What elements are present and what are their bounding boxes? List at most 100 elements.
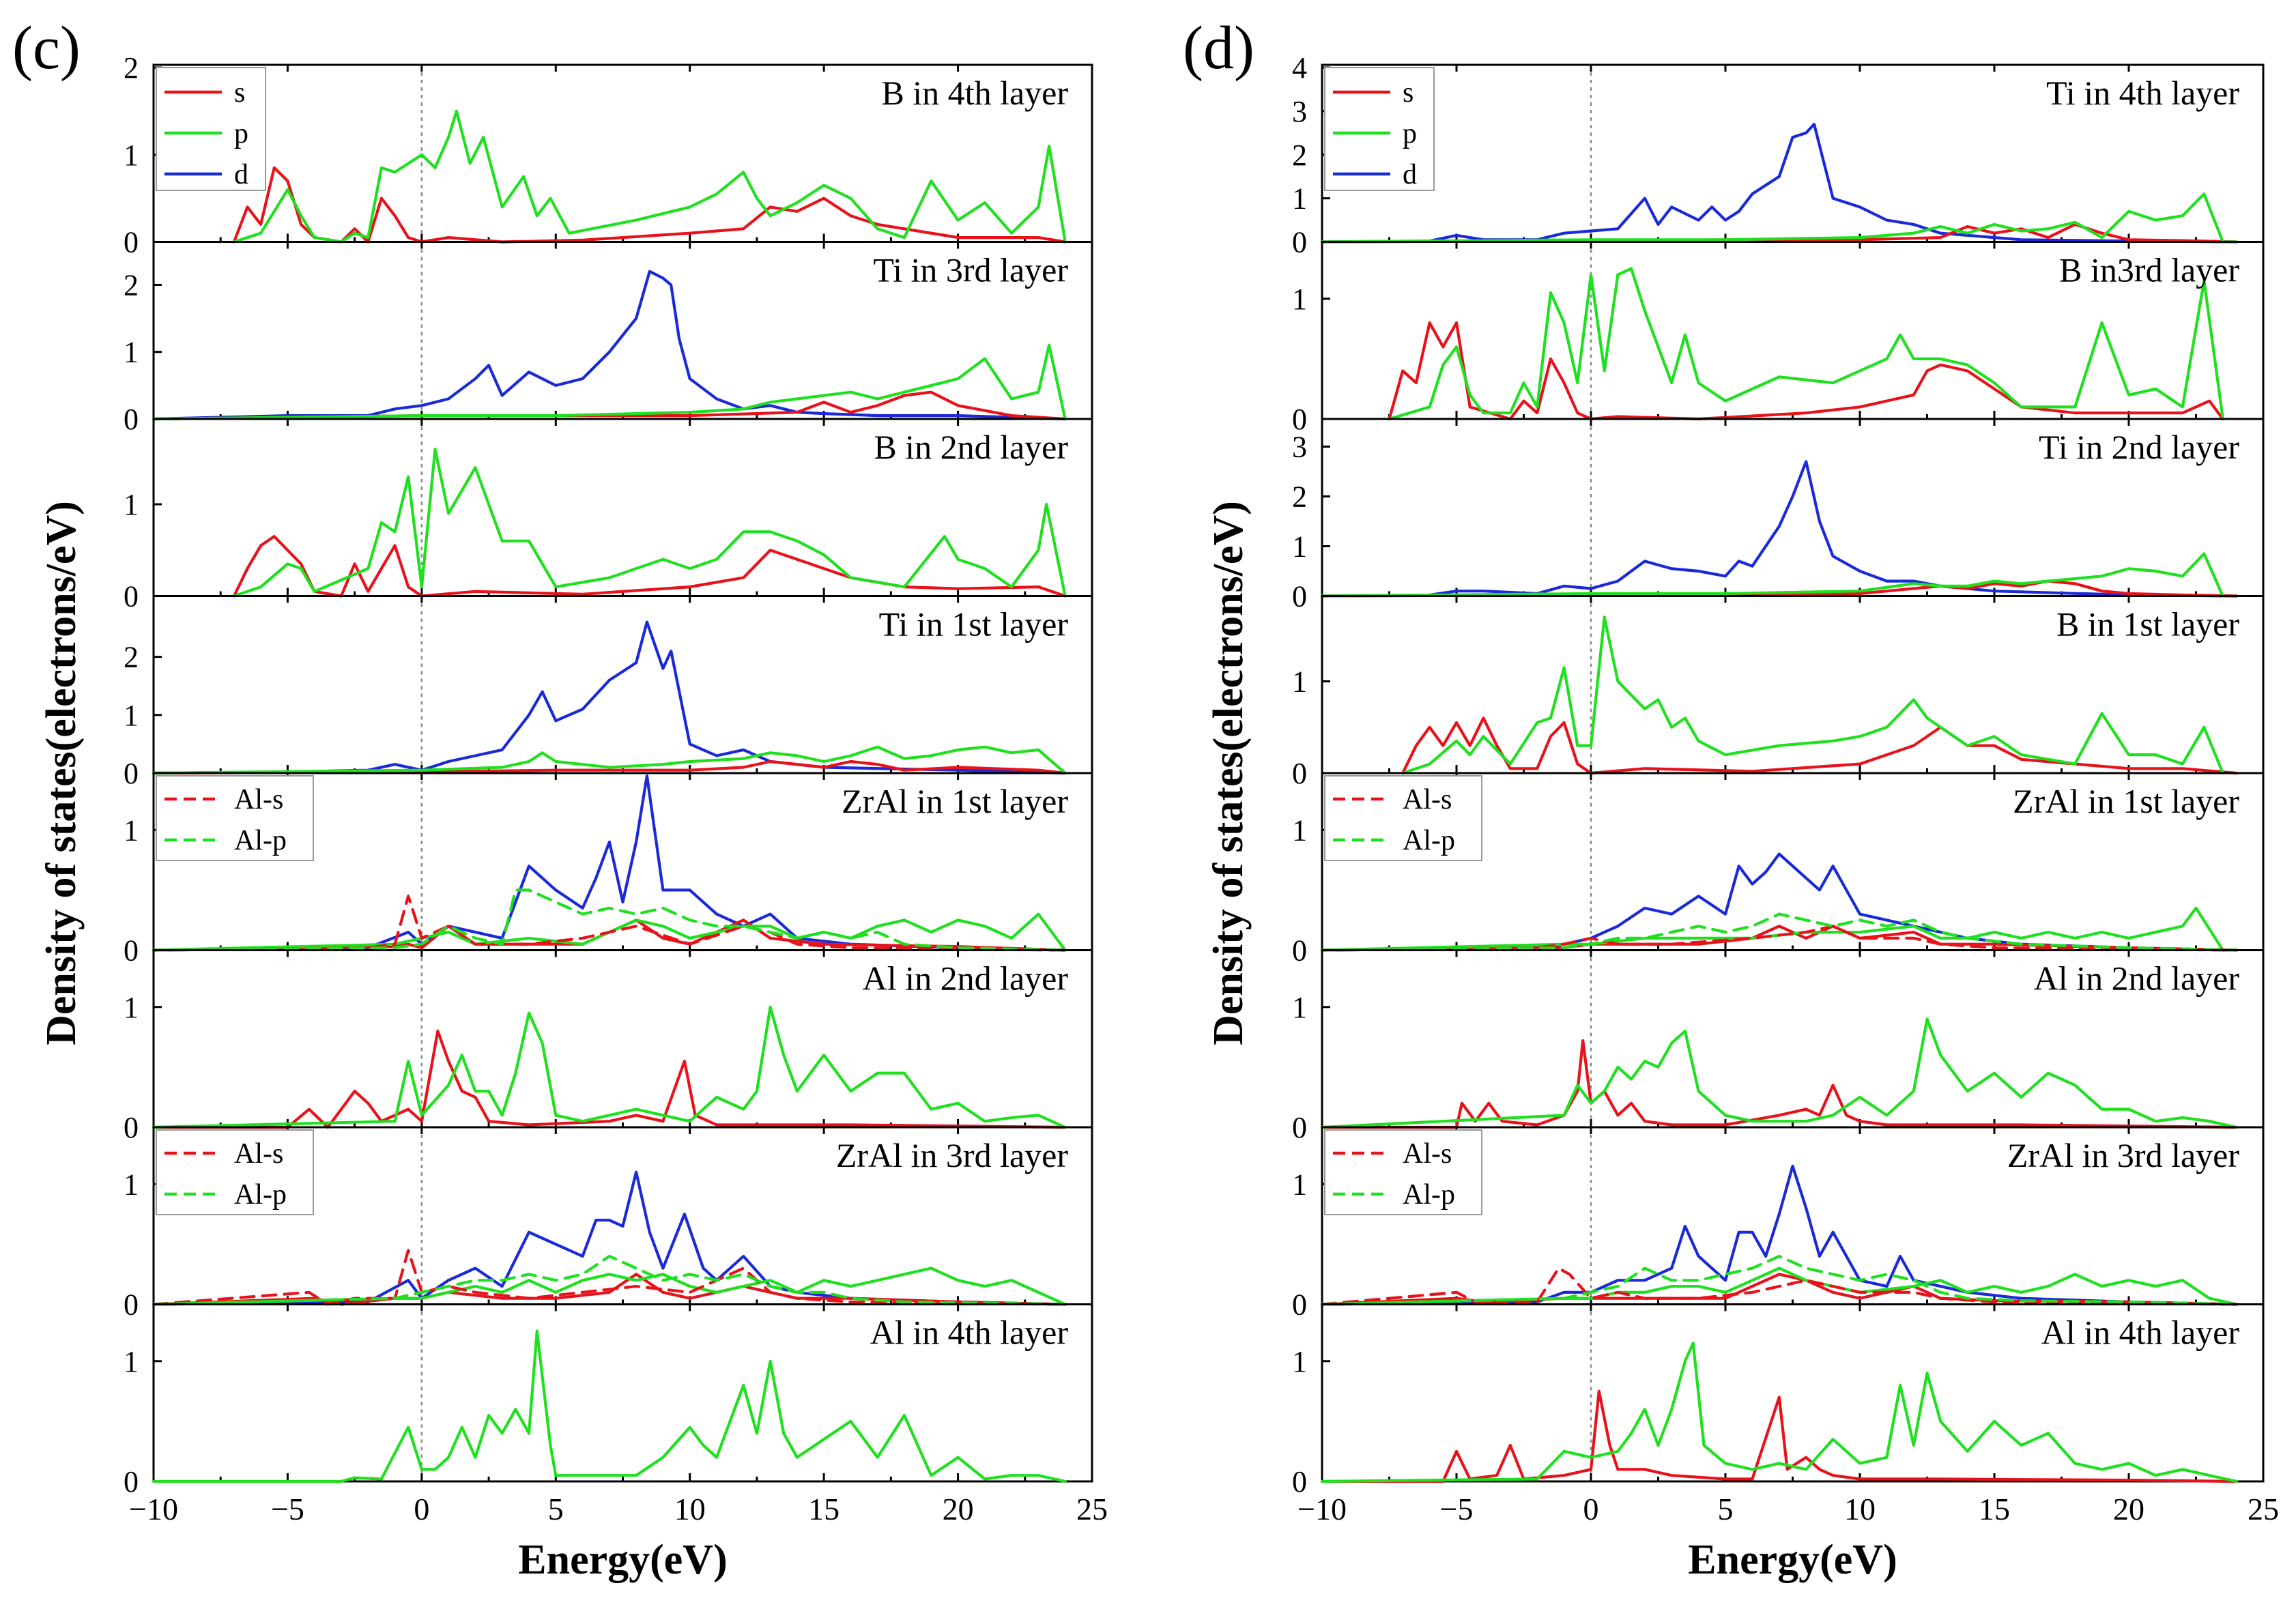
subplot-title: Al in 2nd layer bbox=[863, 959, 1069, 998]
x-tick-label: 0 bbox=[414, 1492, 429, 1526]
y-tick-label: 0 bbox=[1292, 1288, 1307, 1322]
x-tick-label: 5 bbox=[1718, 1492, 1734, 1526]
legend-box bbox=[1324, 1129, 1482, 1215]
x-axis-label: Energy(eV) bbox=[518, 1537, 727, 1583]
dos-curve-al-s bbox=[1320, 925, 2238, 952]
y-tick-label: 1 bbox=[124, 336, 139, 369]
x-tick-label: −10 bbox=[129, 1492, 178, 1526]
y-tick-label: 0 bbox=[1292, 1465, 1307, 1498]
dos-curve-s bbox=[1320, 925, 2238, 952]
x-axis-label: Energy(eV) bbox=[1688, 1537, 1897, 1583]
dos-curve-p bbox=[152, 343, 1067, 421]
y-tick-label: 1 bbox=[1292, 282, 1307, 316]
y-tick-label: 1 bbox=[124, 1345, 139, 1378]
y-tick-label: 1 bbox=[1292, 665, 1307, 699]
y-tick-label: 0 bbox=[1292, 226, 1307, 259]
y-tick-label: 2 bbox=[124, 51, 139, 85]
subplot: 0 1 ZrAl in 3rd layer Al-s Al-p bbox=[1292, 1126, 2265, 1322]
dos-curve-d bbox=[1320, 122, 2238, 244]
dos-curve-al-p bbox=[152, 1254, 1067, 1306]
y-tick-label: 2 bbox=[124, 268, 139, 302]
dos-curve-s bbox=[152, 759, 1067, 775]
y-tick-label: 2 bbox=[1292, 480, 1307, 514]
y-tick-label: 0 bbox=[124, 1111, 139, 1144]
dos-curve-d bbox=[1320, 460, 2238, 598]
y-tick-label: 1 bbox=[124, 488, 139, 521]
subplot: 0 1 2 Ti in 3rd layer bbox=[124, 241, 1093, 436]
dos-curve-p bbox=[1320, 1266, 2238, 1306]
y-tick-label: 1 bbox=[124, 991, 139, 1024]
dos-curve-p bbox=[152, 1005, 1067, 1129]
dos-curve-p bbox=[1388, 267, 2224, 421]
subplot-title: ZrAl in 1st layer bbox=[842, 782, 1068, 820]
subplot-title: Al in 4th layer bbox=[2041, 1314, 2240, 1352]
subplot-title: Ti in 2nd layer bbox=[2039, 428, 2239, 466]
x-tick-label: 0 bbox=[1583, 1492, 1599, 1526]
dos-curve-s bbox=[232, 166, 1067, 244]
x-tick-label: 25 bbox=[2248, 1492, 2279, 1526]
dos-curve-s bbox=[232, 535, 1067, 598]
legend-label: Al-s bbox=[1403, 1138, 1452, 1170]
subplot: 0 1 2 3 Ti in 2nd layer bbox=[1292, 418, 2265, 613]
subplot: 0 1 ZrAl in 1st layer Al-s Al-p bbox=[124, 772, 1093, 968]
y-tick-label: 0 bbox=[1292, 934, 1307, 968]
subplot-title: ZrAl in 1st layer bbox=[2013, 782, 2239, 820]
y-tick-label: 1 bbox=[124, 1168, 139, 1201]
dos-curve-p bbox=[1320, 1017, 2238, 1129]
subplot-title: Ti in 4th layer bbox=[2046, 74, 2239, 112]
legend-label: Al-s bbox=[234, 1138, 283, 1170]
y-tick-label: 1 bbox=[124, 813, 139, 847]
panel-c: (c) Density of states(electrons/eV) 0 1 2 B i… bbox=[12, 14, 1108, 1583]
y-tick-label: 0 bbox=[1292, 757, 1307, 790]
y-tick-label: 1 bbox=[1292, 813, 1307, 847]
dos-curve-s bbox=[1388, 321, 2224, 421]
subplot: 0 1 Al in 2nd layer bbox=[124, 949, 1093, 1144]
legend-label: d bbox=[1403, 159, 1417, 190]
x-tick-label: −5 bbox=[1440, 1492, 1474, 1526]
dos-curve-al-p bbox=[1320, 1254, 2238, 1306]
y-tick-label: 1 bbox=[124, 699, 139, 732]
x-tick-label: 25 bbox=[1076, 1492, 1108, 1526]
y-tick-label: 0 bbox=[124, 226, 139, 259]
y-tick-label: 1 bbox=[1292, 530, 1307, 564]
legend-dashed: Al-s Al-p bbox=[156, 775, 314, 861]
dos-curve-p bbox=[1320, 192, 2238, 244]
y-tick-label: 0 bbox=[124, 1288, 139, 1322]
x-tick-label: 10 bbox=[1844, 1492, 1876, 1526]
legend-label: Al-p bbox=[234, 1179, 287, 1211]
panel-label: (c) bbox=[12, 14, 81, 82]
subplot-title: B in3rd layer bbox=[2059, 251, 2239, 289]
dos-curve-p bbox=[152, 1329, 1067, 1483]
legend-dashed: Al-s Al-p bbox=[1324, 775, 1482, 861]
dos-curve-p bbox=[152, 1266, 1067, 1306]
dos-curve-al-s bbox=[152, 895, 1067, 952]
dos-curve-al-s bbox=[1320, 1266, 2238, 1306]
y-tick-label: 2 bbox=[1292, 139, 1307, 172]
legend-label: Al-s bbox=[1403, 784, 1452, 815]
dos-curve-p bbox=[1320, 1342, 2238, 1483]
subplot: 0 1 Al in 2nd layer bbox=[1292, 949, 2265, 1144]
legend: spd bbox=[156, 67, 266, 191]
dos-curve-al-s bbox=[152, 1249, 1067, 1306]
x-tick-label: 15 bbox=[808, 1492, 840, 1526]
subplot: 0 1 B in3rd layer bbox=[1292, 241, 2265, 436]
x-tick-label: 10 bbox=[674, 1492, 706, 1526]
legend: spd bbox=[1324, 67, 1435, 191]
y-tick-label: 1 bbox=[1292, 1168, 1307, 1201]
y-tick-label: 3 bbox=[1292, 95, 1307, 128]
y-tick-label: 0 bbox=[124, 934, 139, 968]
subplot-title: Ti in 3rd layer bbox=[873, 251, 1068, 289]
subplot-title: B in 4th layer bbox=[881, 74, 1068, 112]
subplot: 0 1 2 B in 4th layer spd bbox=[124, 51, 1093, 259]
dos-curve-s bbox=[1320, 1039, 2238, 1129]
subplot-title: Ti in 1st layer bbox=[879, 605, 1069, 643]
legend-label: p bbox=[1403, 118, 1417, 149]
legend-label: Al-s bbox=[234, 784, 283, 815]
panel-d: (d) Density of states(electrons/eV) 0 1 2 3 4 T… bbox=[1183, 14, 2279, 1583]
dos-curve-d bbox=[152, 270, 1067, 421]
dos-curve-s bbox=[152, 1029, 1067, 1129]
subplot: 0 1 B in 2nd layer bbox=[124, 418, 1093, 613]
legend-label: s bbox=[1403, 77, 1414, 108]
subplot-title: ZrAl in 3rd layer bbox=[2007, 1136, 2240, 1174]
